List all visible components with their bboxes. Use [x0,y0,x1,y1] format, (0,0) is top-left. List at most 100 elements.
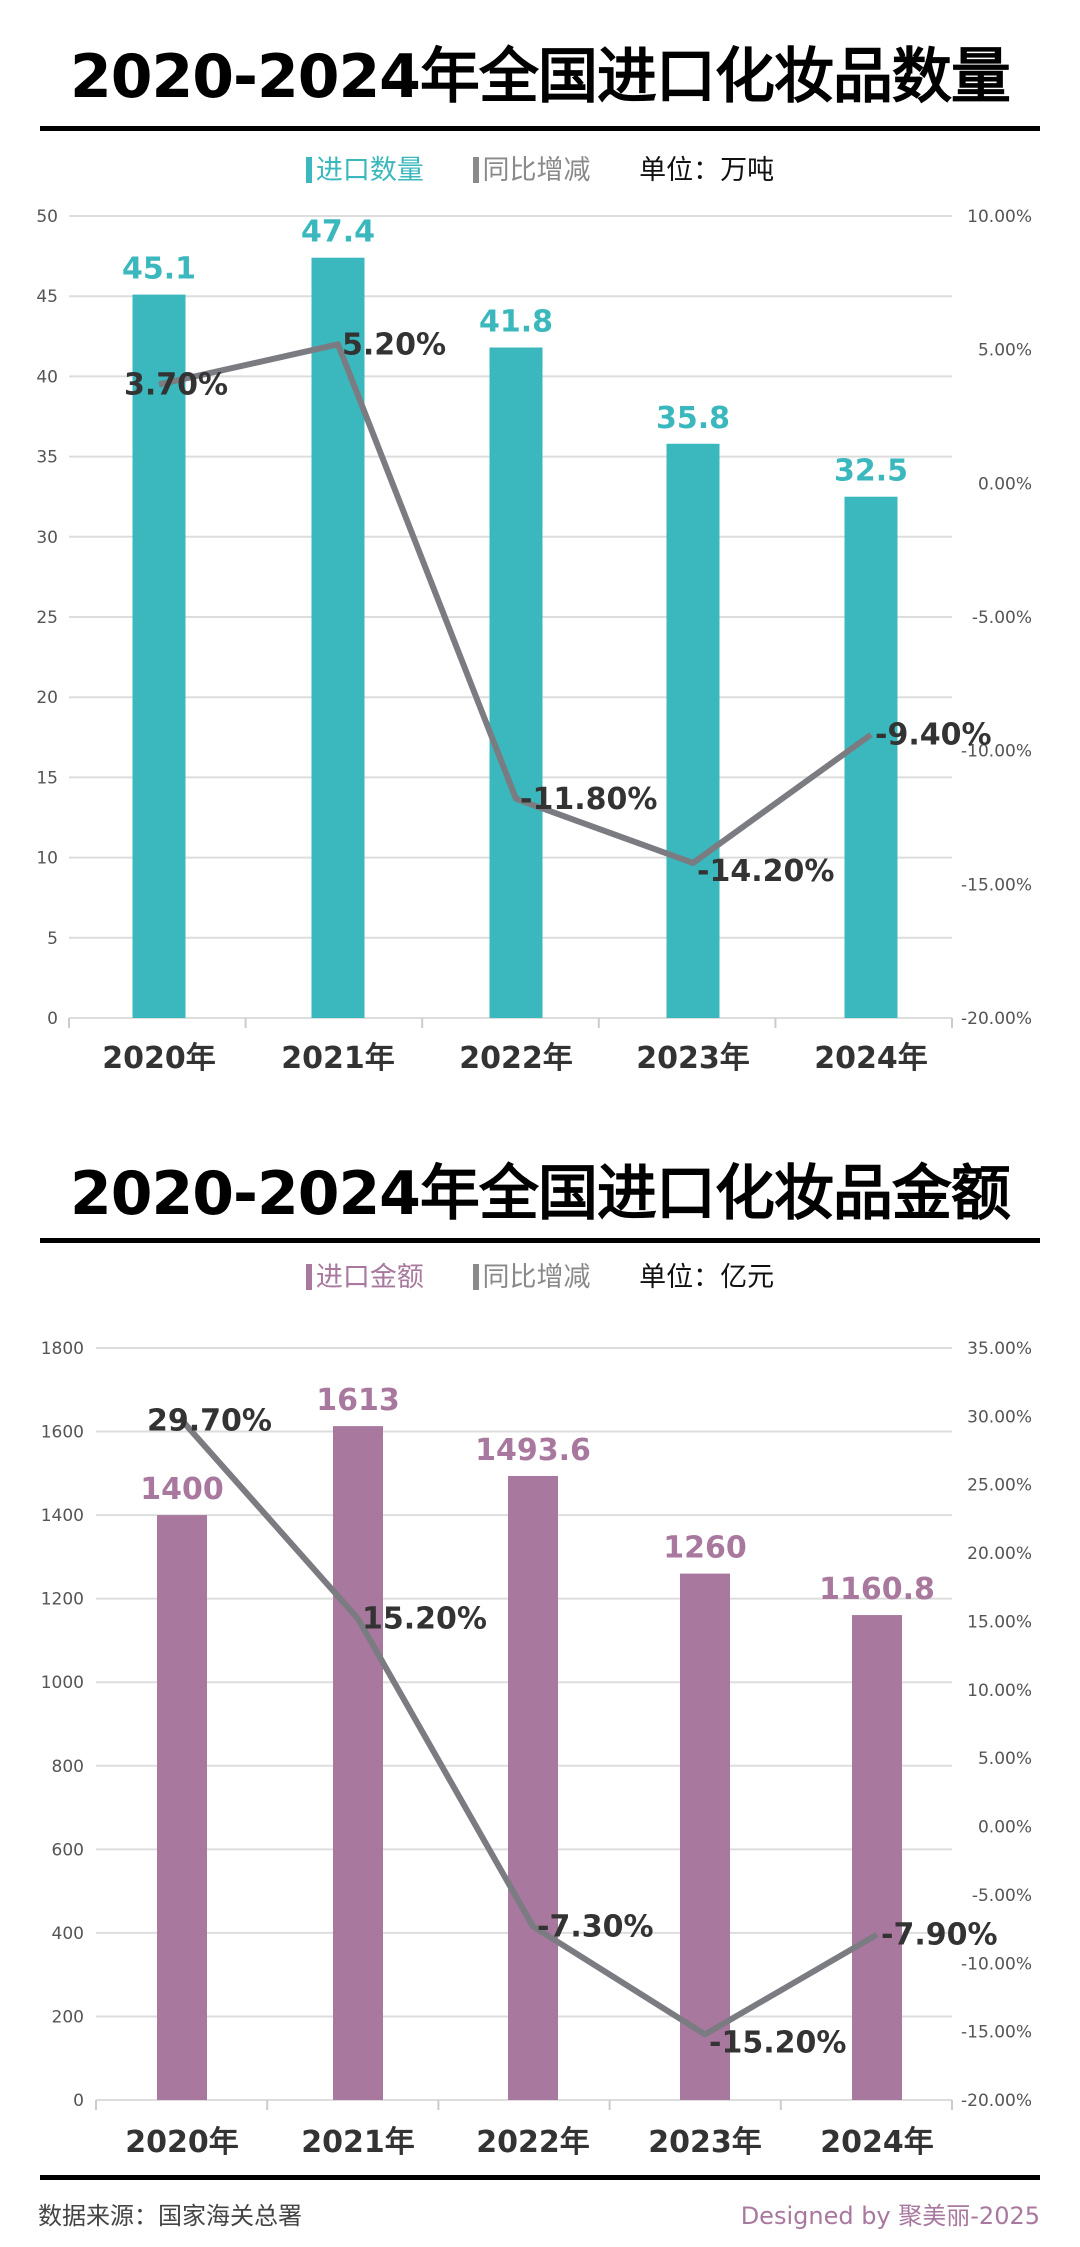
left-axis-tick: 35 [36,448,58,468]
bar-2020年 [132,294,186,1018]
bar-value-label: 1493.6 [475,1433,591,1468]
yoy-label: 15.20% [362,1602,487,1637]
left-axis-tick: 30 [36,528,58,548]
bar-2023年 [666,443,720,1018]
left-axis-tick: 800 [52,1757,84,1777]
left-axis-tick: 200 [52,2007,84,2027]
right-axis-tick: -10.00% [961,742,1032,762]
bar-value-label: 1260 [663,1531,747,1566]
yoy-line [179,1418,879,2038]
bar-value-label: 45.1 [122,252,196,287]
bar-2021年 [333,1426,383,2100]
right-axis-tick: -20.00% [961,2091,1032,2111]
right-axis-tick: -5.00% [972,608,1032,628]
chart2-title: 2020-2024年全国进口化妆品金额 [70,1159,1011,1229]
left-axis-tick: 20 [36,688,58,708]
right-axis-tick: -15.00% [961,875,1032,895]
left-axis-tick: 400 [52,1924,84,1944]
yoy-line [158,341,873,866]
left-axis-tick: 15 [36,768,58,788]
bar-value-label: 1613 [316,1383,400,1418]
right-axis-tick: 0.00% [978,474,1032,494]
left-axis-tick: 40 [36,367,58,387]
right-axis-tick: 0.00% [978,1818,1032,1838]
yoy-label: -11.80% [520,782,657,817]
left-axis-tick: 0 [47,1009,58,1029]
left-axis-tick: 1000 [41,1673,84,1693]
chart1-title: 2020-2024年全国进口化妆品数量 [70,42,1011,112]
bar-value-label: 47.4 [301,215,375,250]
bar-2023年 [680,1573,730,2100]
x-axis-tick: 2024年 [820,2125,934,2160]
bar-value-label: 41.8 [479,305,553,340]
legend-label-line: 同比增减 [482,1262,591,1293]
bar-2020年 [157,1515,207,2100]
x-axis-tick: 2023年 [636,1041,750,1076]
footer-divider [40,2175,1040,2180]
right-axis-tick: 10.00% [967,1681,1032,1701]
left-axis-tick: 1600 [41,1423,84,1443]
chart2-legend: 进口金额 同比增减 单位：亿元 [0,1255,1080,1294]
legend-swatch-bar [305,157,312,183]
yoy-label: -9.40% [875,718,992,753]
legend-label-bar: 进口数量 [315,155,424,186]
x-axis-tick: 2023年 [648,2125,762,2160]
yoy-label: 29.70% [147,1403,272,1438]
bar-2022年 [508,1476,558,2100]
legend-amount: 进口金额 [305,1262,424,1293]
right-axis-tick: 5.00% [978,1749,1032,1769]
left-axis-tick: 1800 [41,1339,84,1359]
bar-2024年 [852,1615,902,2100]
legend-yoy: 同比增减 [472,1262,591,1293]
legend-swatch-line [472,157,479,183]
right-axis-tick: -5.00% [972,1886,1032,1906]
yoy-label: -7.90% [881,1918,998,1953]
right-axis-tick: -10.00% [961,1954,1032,1974]
bar-2022年 [489,347,543,1018]
chart2-amount: 0 200 400 600 800 1000 1200 1400 1600 1800 -20.00%… [41,1339,1032,2160]
right-axis-tick: 10.00% [967,207,1032,227]
bar-2024年 [844,496,898,1018]
x-axis-tick: 2021年 [301,2125,415,2160]
yoy-label: 3.70% [124,367,228,402]
designer-credit: Designed by 聚美丽-2025 [740,2202,1040,2230]
bar-value-label: 32.5 [834,454,908,489]
legend-label-line: 同比增减 [482,155,591,186]
right-axis-tick: 25.00% [967,1476,1032,1496]
legend-unit: 单位：亿元 [639,1262,775,1293]
bar-value-label: 1160.8 [819,1572,935,1607]
bar-value-label: 1400 [140,1472,224,1507]
title-divider [40,126,1040,131]
legend-yoy: 同比增减 [472,155,591,186]
yoy-label: 5.20% [342,327,446,362]
right-axis-tick: 5.00% [978,341,1032,361]
right-axis-tick: -15.00% [961,2023,1032,2043]
right-axis-tick: -20.00% [961,1009,1032,1029]
title-divider [40,1238,1040,1243]
x-axis-tick: 2020年 [125,2125,239,2160]
left-axis-tick: 1200 [41,1590,84,1610]
legend-volume: 进口数量 [305,155,424,186]
left-axis-tick: 10 [36,849,58,869]
right-axis-tick: 15.00% [967,1612,1032,1632]
left-axis-tick: 50 [36,207,58,227]
data-source: 数据来源：国家海关总署 [38,2202,302,2230]
chart1-volume: 0 5 10 15 20 25 30 35 40 45 50 -20.00% -15.00% -10.00… [36,207,1032,1076]
right-axis-tick: 20.00% [967,1544,1032,1564]
legend-label-bar: 进口金额 [315,1262,424,1293]
chart1-legend: 进口数量 同比增减 单位：万吨 [0,148,1080,187]
left-axis-tick: 0 [73,2091,84,2111]
left-axis-tick: 1400 [41,1506,84,1526]
legend-swatch-line [472,1264,479,1290]
left-axis-tick: 45 [36,287,58,307]
x-axis-tick: 2024年 [814,1041,928,1076]
x-axis-tick: 2021年 [281,1041,395,1076]
x-axis-tick: 2022年 [459,1041,573,1076]
yoy-label: -7.30% [537,1909,654,1944]
x-axis-tick: 2022年 [476,2125,590,2160]
left-axis-tick: 600 [52,1840,84,1860]
right-axis-tick: 30.00% [967,1407,1032,1427]
right-axis-tick: 35.00% [967,1339,1032,1359]
legend-unit: 单位：万吨 [639,155,775,186]
yoy-label: -14.20% [697,854,834,889]
